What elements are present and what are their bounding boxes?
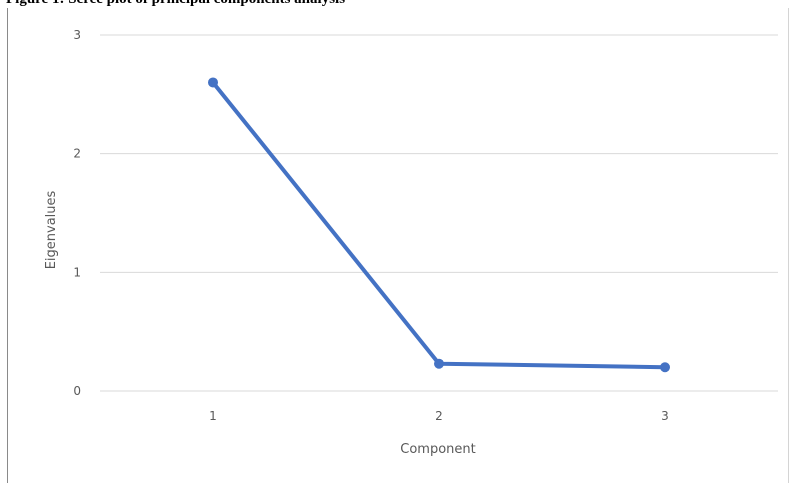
y-tick-label: 3 bbox=[73, 28, 81, 42]
y-tick-labels: 0 1 2 3 bbox=[73, 28, 81, 398]
y-tick-label: 1 bbox=[73, 265, 81, 279]
y-tick-label: 0 bbox=[73, 384, 81, 398]
x-tick-labels: 1 2 3 bbox=[209, 409, 669, 423]
series-group bbox=[208, 77, 670, 373]
data-point bbox=[660, 362, 670, 373]
data-point bbox=[434, 358, 444, 369]
y-axis-title: Eigenvalues bbox=[44, 190, 59, 269]
x-tick-label: 2 bbox=[435, 409, 443, 423]
y-tick-label: 2 bbox=[73, 147, 81, 161]
figure-caption: Figure 1: Scree plot of principal compon… bbox=[6, 0, 345, 8]
chart-frame bbox=[7, 8, 789, 483]
gridlines bbox=[100, 34, 778, 392]
x-tick-label: 3 bbox=[661, 409, 669, 423]
x-axis-title: Component bbox=[400, 442, 475, 457]
x-tick-label: 1 bbox=[209, 409, 217, 423]
data-point bbox=[208, 77, 218, 88]
series-line bbox=[211, 80, 667, 370]
